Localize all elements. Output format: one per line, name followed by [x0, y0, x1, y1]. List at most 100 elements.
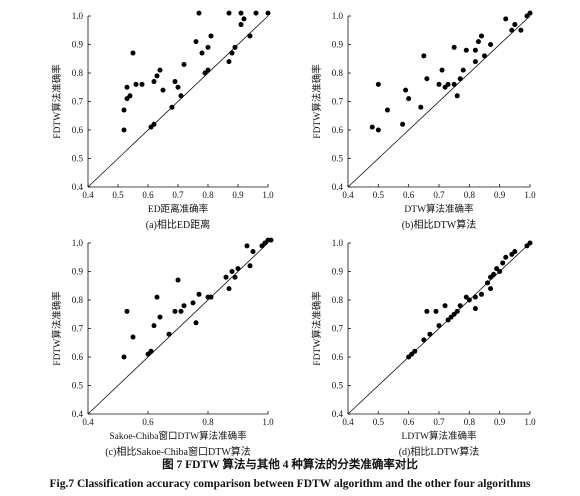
data-point: [466, 297, 472, 303]
y-tick-label: 1.0: [332, 238, 344, 248]
data-point: [375, 127, 381, 133]
y-axis-label: FDTW算法准确率: [51, 64, 63, 139]
x-tick-label: 0.9: [232, 190, 244, 200]
data-point: [154, 294, 160, 300]
diagonal-line: [87, 15, 269, 188]
data-point: [488, 286, 494, 292]
data-point: [199, 50, 205, 56]
data-point: [442, 303, 448, 309]
x-tick-label: 0.7: [433, 190, 445, 200]
data-point: [226, 59, 232, 65]
y-tick-label: 0.8: [332, 295, 344, 305]
data-point: [157, 314, 163, 320]
x-tick-label: 0.6: [142, 417, 154, 427]
data-point: [229, 50, 235, 56]
data-point: [439, 67, 445, 73]
data-point: [451, 81, 457, 87]
x-axis-label: Sakoe-Chiba窗口DTW算法准确率: [109, 430, 247, 442]
scatter-panel-4: 0.4 0.5 0.6 0.7 0.8 0.9 1.0 0.4 0.5 0.6 0.7 0.8 0.9 1…: [311, 238, 536, 458]
data-point: [151, 323, 157, 329]
caption-cn: 图 7 FDTW 算法与其他 4 种算法的分类准确率对比: [162, 457, 418, 471]
x-tick-label: 0.4: [342, 190, 354, 200]
data-point: [130, 334, 136, 340]
data-point: [238, 10, 244, 16]
data-point: [229, 269, 235, 274]
y-tick-label: 0.6: [332, 352, 344, 362]
data-point: [424, 76, 430, 82]
x-tick-label: 0.8: [202, 190, 214, 200]
y-tick-label: 0.6: [72, 125, 84, 135]
data-point: [166, 331, 172, 337]
data-point: [503, 16, 509, 22]
data-point: [268, 237, 274, 243]
data-point: [247, 33, 253, 39]
data-point: [472, 294, 478, 300]
x-tick-label: 0.5: [112, 190, 124, 200]
data-point: [154, 73, 160, 79]
data-point: [436, 81, 442, 87]
data-point: [472, 59, 478, 65]
x-axis-label: ED距离准确率: [148, 203, 209, 215]
data-point: [497, 269, 503, 274]
y-tick-label: 1.0: [332, 11, 344, 21]
x-tick-label: 0.5: [373, 190, 385, 200]
y-axis-label: FDTW算法准确率: [311, 291, 323, 366]
data-point: [503, 254, 509, 260]
data-point: [205, 67, 211, 73]
data-point: [500, 260, 506, 266]
data-point: [235, 266, 241, 272]
y-tick-label: 0.4: [332, 409, 344, 419]
data-point: [172, 308, 178, 314]
data-point: [384, 107, 390, 113]
data-point: [181, 303, 187, 309]
x-tick-label: 0.6: [403, 190, 415, 200]
x-tick-label: 0.6: [142, 190, 154, 200]
y-tick-label: 0.5: [72, 154, 84, 164]
data-point: [157, 67, 163, 73]
scatter-panel-2: 0.4 0.5 0.6 0.7 0.8 0.9 1.0 0.4 0.5 0.6 0.7 0.8 0.9 1…: [311, 10, 536, 231]
data-point: [121, 354, 127, 360]
data-point: [527, 240, 533, 246]
x-tick-label: 1.0: [262, 417, 274, 427]
data-point: [151, 79, 157, 85]
data-point: [369, 124, 375, 130]
data-point: [133, 81, 139, 87]
diagonal-line: [87, 242, 269, 415]
data-point: [193, 39, 199, 45]
data-point: [433, 308, 439, 314]
data-point: [121, 127, 127, 133]
x-axis-label: DTW算法准确率: [404, 203, 474, 215]
data-point: [148, 348, 154, 354]
data-point: [124, 308, 130, 314]
y-tick-label: 0.4: [72, 182, 84, 192]
x-tick-label: 1.0: [524, 417, 536, 427]
data-point: [232, 274, 238, 280]
y-tick-label: 0.5: [72, 381, 84, 391]
data-point: [518, 27, 524, 33]
y-tick-label: 0.8: [72, 295, 84, 305]
data-point: [244, 243, 250, 249]
data-point: [482, 53, 487, 59]
data-point: [247, 263, 253, 269]
y-tick-label: 0.4: [332, 182, 344, 192]
data-point: [139, 81, 145, 87]
y-tick-label: 0.9: [72, 40, 84, 50]
x-tick-label: 1.0: [524, 190, 536, 200]
y-tick-label: 1.0: [72, 11, 84, 21]
y-tick-label: 0.9: [72, 267, 84, 277]
data-point: [445, 81, 451, 87]
x-tick-label: 0.4: [342, 417, 354, 427]
data-point: [478, 33, 484, 39]
data-point: [424, 308, 430, 314]
y-tick-label: 0.5: [332, 154, 344, 164]
data-point: [485, 280, 491, 286]
data-point: [208, 33, 214, 39]
x-axis-label: LDTW算法准确率: [402, 430, 477, 442]
data-point: [178, 93, 184, 99]
data-point: [175, 277, 181, 283]
data-point: [460, 67, 466, 73]
data-point: [196, 10, 202, 16]
y-tick-label: 0.7: [72, 324, 84, 334]
panel-subcaption: (b)相比DTW算法: [402, 218, 476, 231]
